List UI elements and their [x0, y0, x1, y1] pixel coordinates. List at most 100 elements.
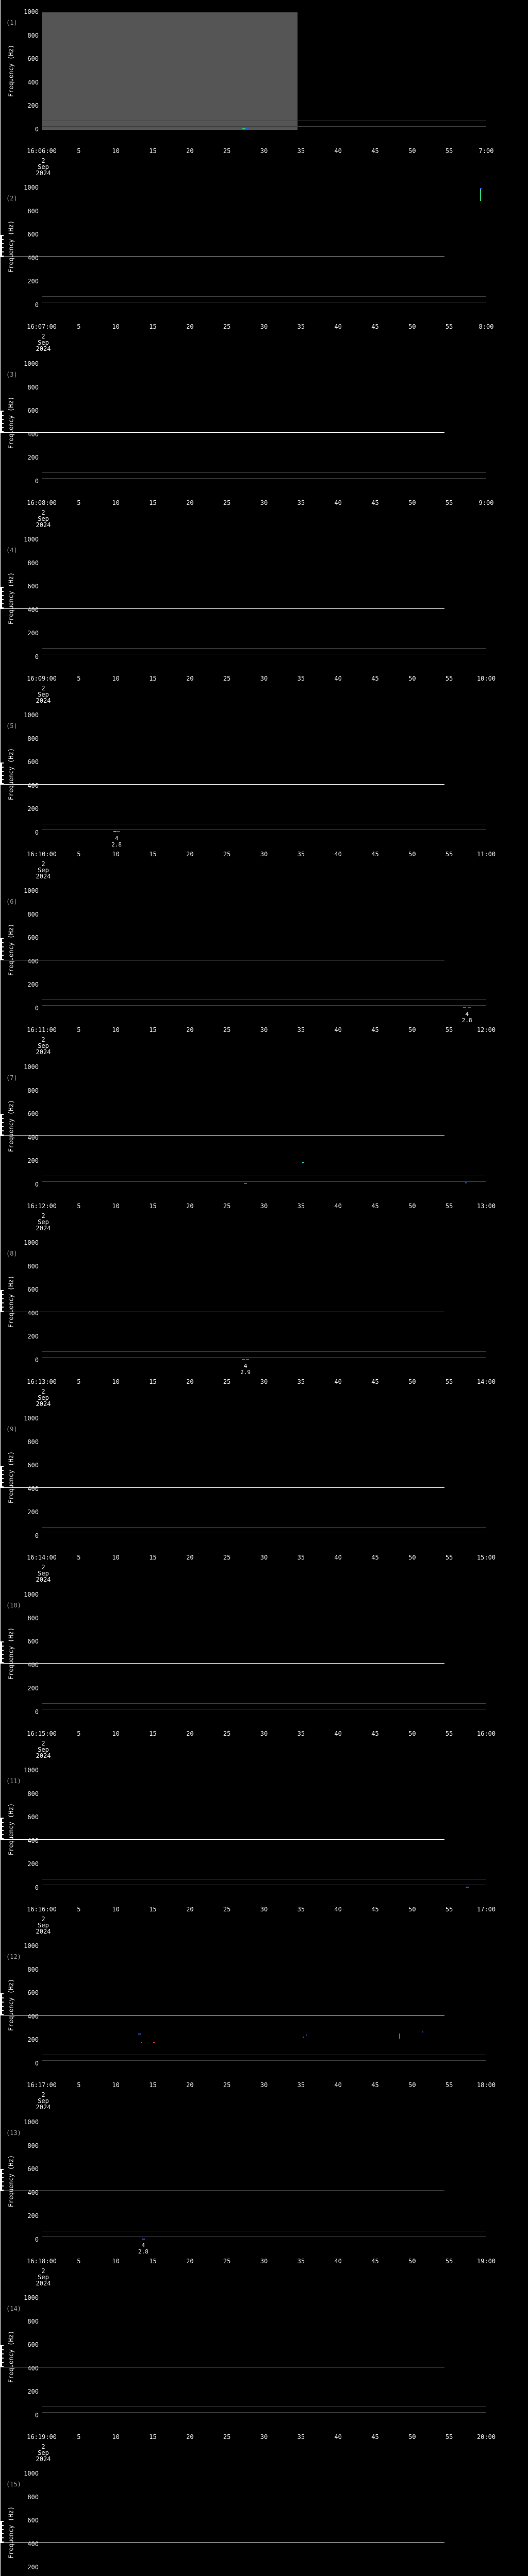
y-tick-label: 800	[27, 1614, 39, 1622]
x-tick-label: 55	[445, 675, 453, 682]
x-tick-label: 20	[186, 323, 194, 330]
x-start-time-label: 16:11:00	[27, 1026, 57, 1033]
y-minor-tick	[0, 2527, 2, 2528]
y-tick-label: 1000	[24, 1591, 39, 1598]
y-tick-label: 200	[27, 1860, 39, 1868]
x-tick-label: 10	[112, 1026, 120, 1033]
x-tick-label: 55	[445, 1906, 453, 1913]
y-tick-label: 0	[35, 2236, 39, 2243]
y-minor-tick-right	[0, 949, 2, 950]
x-axis-date-line: Sep	[38, 2274, 49, 2281]
noise-band-line	[42, 296, 486, 297]
x-tick-label: 40	[334, 1906, 342, 1913]
y-tick-label: 800	[27, 1438, 39, 1446]
y-major-tick-right	[0, 235, 4, 236]
y-minor-tick-right	[0, 2005, 2, 2006]
x-axis-date-line: 2024	[36, 1400, 51, 1408]
plot-area	[42, 716, 486, 833]
plot-area	[42, 1946, 486, 2064]
y-minor-tick-right	[0, 1467, 2, 1468]
y-major-tick-right	[0, 771, 4, 772]
x-axis-date-line: 2	[41, 1916, 45, 1923]
noise-band-line	[42, 126, 486, 127]
x-tick-label: 50	[408, 147, 416, 155]
y-minor-tick-right	[0, 773, 2, 774]
x-tick-label: 50	[408, 675, 416, 682]
y-tick-label: 800	[27, 2493, 39, 2501]
x-tick-label: 30	[260, 147, 268, 155]
y-minor-tick	[0, 1291, 2, 1292]
x-tick-label: 5	[77, 1378, 81, 1385]
y-minor-tick	[0, 1476, 2, 1477]
x-tick-label: 50	[408, 499, 416, 506]
y-axis-title: Frequency (Hz)	[7, 2155, 15, 2208]
spectrogram-panel-9: (9) Frequency (Hz) 0 200 400 600 800 1000 16:14:…	[0, 1406, 528, 1816]
y-minor-tick	[0, 2526, 2, 2527]
spectrogram-panel-2: (2) Frequency (Hz) 0 200 400 600 800 1000 16:07:…	[0, 176, 528, 585]
noise-band-line	[42, 478, 486, 479]
y-tick-label: 800	[27, 1790, 39, 1798]
x-axis-date-line: 2	[41, 1564, 45, 1571]
x-tick-label: 25	[223, 1554, 231, 1561]
x-tick-label: 25	[223, 1906, 231, 1913]
y-minor-tick-right	[0, 952, 2, 953]
y-minor-tick	[0, 1300, 2, 1301]
x-axis-date-line: 2	[41, 685, 45, 692]
y-major-tick	[0, 2541, 4, 2542]
y-major-tick	[0, 243, 4, 244]
spectrogram-panel-4: (4) Frequency (Hz) 0 200 400 600 800 1000 16:09:…	[0, 528, 528, 937]
x-tick-label: 20	[186, 2433, 194, 2441]
y-minor-tick	[0, 250, 2, 251]
spectrogram-panel-8: (8) Frequency (Hz) 0 200 400 600 800 1000 16:13:…	[0, 1231, 528, 1640]
y-minor-tick	[0, 2535, 2, 2536]
x-axis-date-line: 2024	[36, 2455, 51, 2463]
x-tick-label: 5	[77, 1026, 81, 1033]
y-minor-tick-right	[0, 2003, 2, 2004]
spectrogram-panel-6: (6) Frequency (Hz) 0 200 400 600 800 1000 16:11:…	[0, 879, 528, 1289]
x-tick-label: 40	[334, 1554, 342, 1561]
y-minor-tick	[0, 2536, 2, 2537]
event-marker-dash	[242, 128, 246, 129]
x-tick-label: 10	[112, 323, 120, 330]
x-tick-label: 40	[334, 1026, 342, 1033]
x-start-time-label: 16:19:00	[27, 2433, 57, 2441]
y-major-tick-right	[0, 419, 4, 420]
noise-band-line	[42, 2236, 486, 2237]
y-minor-tick-right	[0, 950, 2, 951]
panel-number-label: (11)	[6, 1777, 21, 1785]
event-annotation: 4	[465, 1011, 469, 1018]
y-tick-label: 600	[27, 934, 39, 942]
y-tick-label: 200	[27, 1685, 39, 1692]
y-minor-tick-right	[0, 2363, 2, 2364]
x-tick-label: 5	[77, 851, 81, 858]
spectrogram-panel-13: (13) Frequency (Hz) 0 200 400 600 800 1000 16:18…	[0, 2110, 528, 2520]
y-tick-label: 0	[35, 653, 39, 660]
event-marker-dash	[117, 831, 121, 833]
y-minor-tick-right	[0, 772, 2, 773]
panel-number-label: (2)	[6, 195, 18, 202]
y-axis-left-spine	[0, 879, 1, 996]
x-tick-label: 35	[297, 499, 305, 506]
x-tick-label: 30	[260, 2433, 268, 2441]
y-axis-left-spine	[0, 352, 1, 469]
y-minor-tick-right	[0, 418, 2, 419]
x-axis-date-line: 2	[41, 2267, 45, 2275]
x-end-time-label: 16:00	[476, 1730, 496, 1737]
event-marker-dash	[141, 2239, 145, 2240]
y-minor-tick	[0, 1303, 2, 1304]
y-minor-tick	[0, 1475, 2, 1476]
x-tick-label: 25	[223, 2433, 231, 2441]
x-tick-label: 40	[334, 499, 342, 506]
x-axis-date-line: 2024	[36, 2280, 51, 2287]
y-minor-tick-right	[0, 420, 2, 421]
y-minor-tick-right	[0, 2012, 2, 2013]
y-minor-tick	[0, 939, 2, 940]
x-tick-label: 45	[371, 1202, 379, 1210]
y-minor-tick	[0, 1120, 2, 1121]
x-tick-label: 10	[112, 2258, 120, 2265]
y-minor-tick-right	[0, 2009, 2, 2010]
noise-band-line	[42, 1703, 486, 1704]
y-tick-label: 400	[27, 2189, 39, 2196]
x-tick-label: 20	[186, 1026, 194, 1033]
y-tick-label: 200	[27, 981, 39, 989]
